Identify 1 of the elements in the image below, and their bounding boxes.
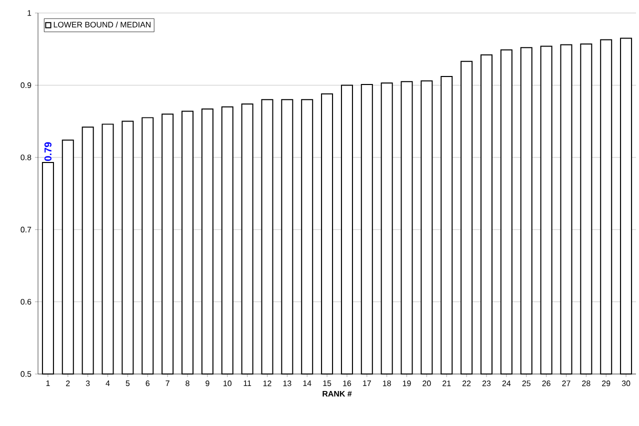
data-label: 0.79 (44, 142, 52, 161)
